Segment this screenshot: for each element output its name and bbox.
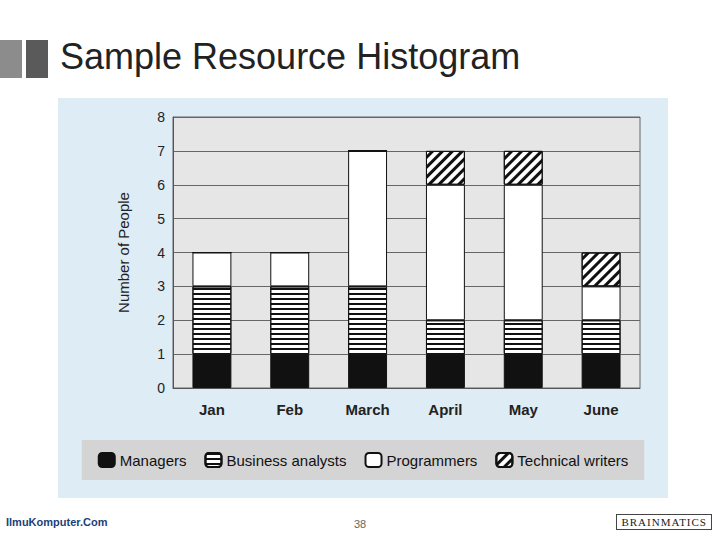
svg-text:8: 8 — [157, 109, 165, 125]
html-text:38: 38 — [353, 518, 367, 530]
html-text:BRAINMATICS: BRAINMATICS — [621, 516, 707, 528]
svg-text:Managers: Managers — [120, 452, 187, 469]
svg-text:0: 0 — [157, 380, 165, 396]
svg-text:Feb: Feb — [276, 401, 303, 418]
svg-text:Business analysts: Business analysts — [226, 452, 346, 469]
svg-text:March: March — [345, 401, 389, 418]
svg-text:2: 2 — [157, 312, 165, 328]
svg-text:Number of People: Number of People — [115, 192, 132, 313]
svg-text:4: 4 — [157, 245, 165, 261]
svg-text:April: April — [428, 401, 462, 418]
svg-text:6: 6 — [157, 177, 165, 193]
svg-text:5: 5 — [157, 211, 165, 227]
html-text:Sample Resource Histogram: Sample Resource Histogram — [60, 36, 521, 77]
svg-text:1: 1 — [157, 346, 165, 362]
svg-text:Jan: Jan — [199, 401, 225, 418]
svg-text:7: 7 — [157, 143, 165, 159]
svg-text:Programmers: Programmers — [387, 452, 478, 469]
svg-text:3: 3 — [157, 278, 165, 294]
svg-text:Technical writers: Technical writers — [517, 452, 628, 469]
svg-text:May: May — [509, 401, 539, 418]
html-text:IlmuKomputer.Com: IlmuKomputer.Com — [6, 516, 108, 528]
svg-text:June: June — [584, 401, 619, 418]
